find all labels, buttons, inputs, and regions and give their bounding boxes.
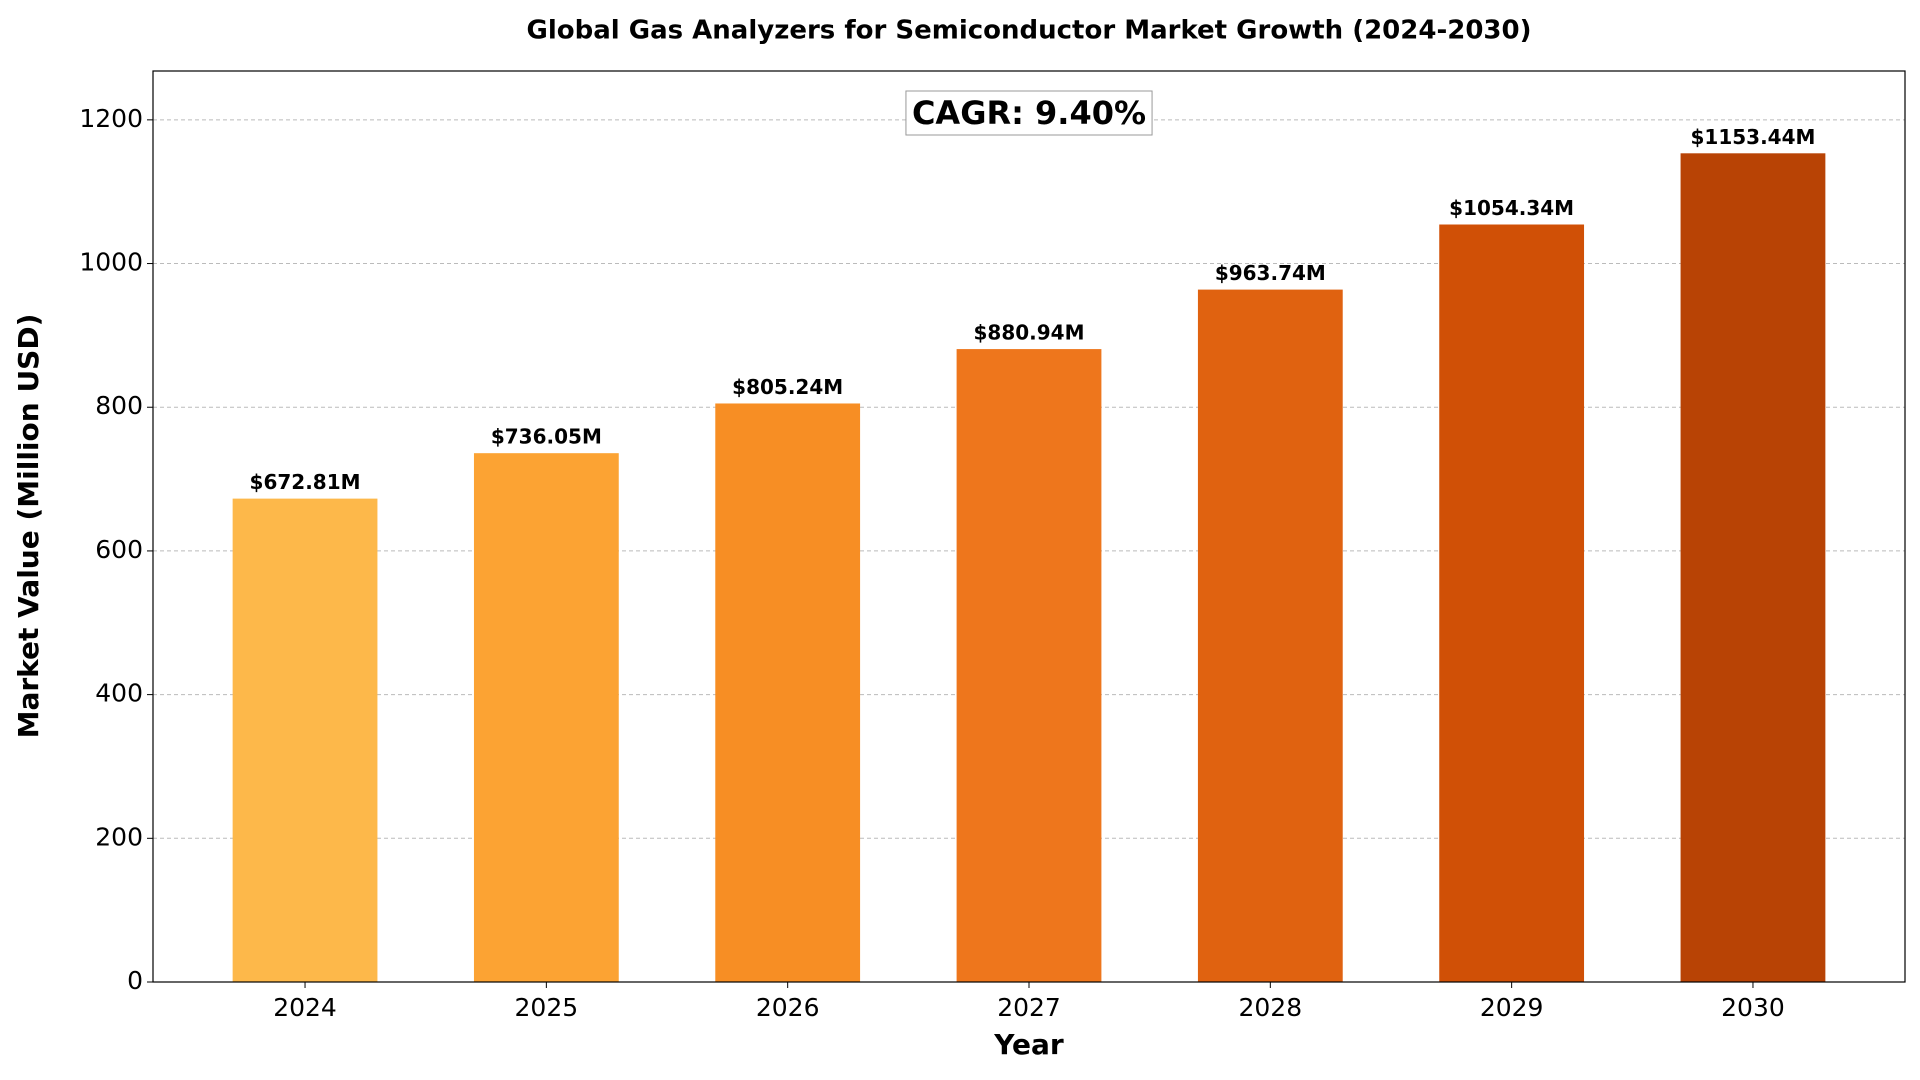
x-tick-label: 2029 [1480, 993, 1544, 1022]
y-tick-label: 1000 [79, 248, 143, 277]
x-tick-label: 2028 [1239, 993, 1303, 1022]
chart-title: Global Gas Analyzers for Semiconductor M… [527, 16, 1532, 46]
x-tick-label: 2030 [1721, 993, 1785, 1022]
annotation-box [905, 90, 1153, 136]
bar [1680, 153, 1826, 982]
x-tick-label: 2027 [997, 993, 1061, 1022]
value-label: $736.05M [491, 425, 602, 449]
bar [232, 498, 378, 982]
x-tick-label: 2025 [515, 993, 579, 1022]
value-label: $1054.34M [1449, 196, 1574, 220]
y-tick-label: 1200 [79, 104, 143, 133]
value-label: $805.24M [732, 375, 843, 399]
bar [473, 453, 619, 982]
value-label: $880.94M [974, 321, 1085, 345]
y-tick-label: 400 [95, 679, 143, 708]
x-tick-label: 2026 [756, 993, 820, 1022]
y-axis-label: Market Value (Million USD) [12, 314, 45, 739]
y-tick-label: 200 [95, 822, 143, 851]
y-tick-label: 0 [127, 966, 143, 995]
axes-frame [152, 70, 1906, 983]
y-tick-label: 800 [95, 391, 143, 420]
annotation: CAGR: 9.40% [912, 94, 1146, 132]
y-tick-label: 600 [95, 535, 143, 564]
bar [1439, 224, 1585, 982]
value-label: $1153.44M [1691, 125, 1816, 149]
x-tick-label: 2024 [273, 993, 337, 1022]
value-label: $963.74M [1215, 261, 1326, 285]
value-label: $672.81M [250, 470, 361, 494]
bar [715, 403, 861, 982]
x-axis-label: Year [993, 1028, 1064, 1061]
bar [1197, 289, 1343, 982]
bar [956, 349, 1102, 982]
